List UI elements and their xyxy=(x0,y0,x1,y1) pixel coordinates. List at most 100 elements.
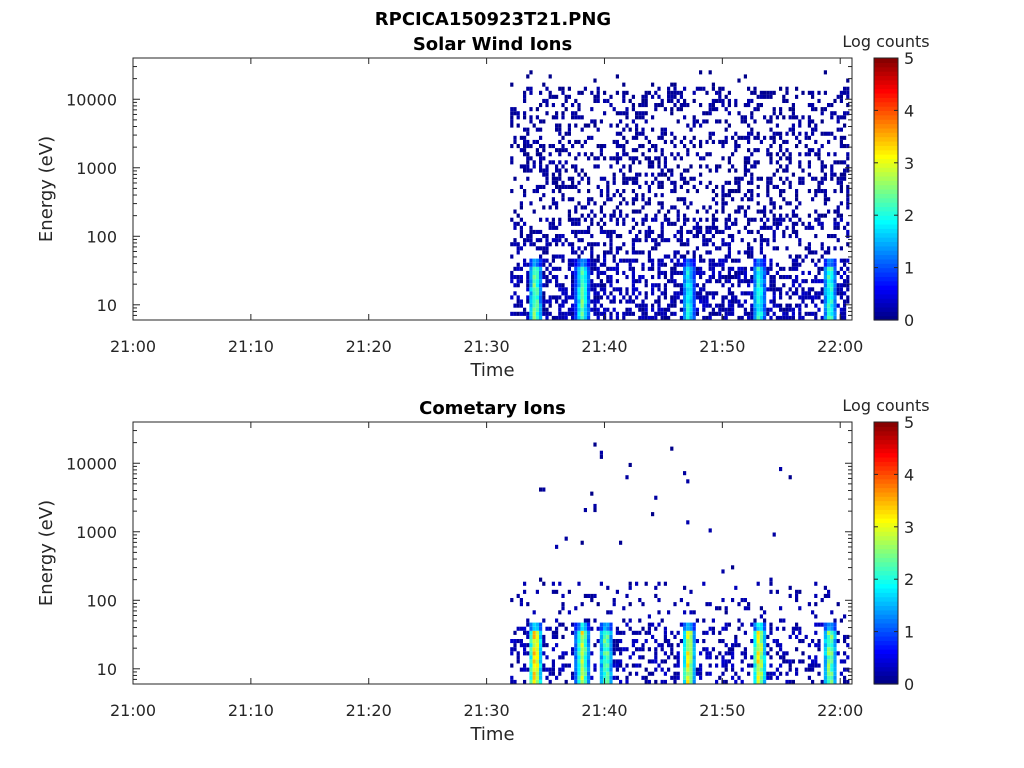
heatmap-cell xyxy=(689,622,693,627)
heatmap-cell xyxy=(759,238,763,243)
colorbar-segment xyxy=(874,315,898,321)
heatmap-cell xyxy=(532,291,536,296)
heatmap-cell xyxy=(561,86,565,91)
heatmap-cell xyxy=(529,258,533,263)
heatmap-cell xyxy=(715,217,719,222)
heatmap-cell xyxy=(747,663,751,668)
heatmap-cell xyxy=(750,275,754,280)
heatmap-cell xyxy=(631,311,635,316)
heatmap-cell xyxy=(747,86,751,91)
heatmap-cell xyxy=(583,508,587,513)
heatmap-cell xyxy=(603,262,607,267)
heatmap-cell xyxy=(596,164,600,169)
heatmap-cell xyxy=(615,659,619,664)
heatmap-cell xyxy=(795,94,799,99)
heatmap-cell xyxy=(574,291,578,296)
heatmap-cell xyxy=(561,115,565,120)
colorbar-segment xyxy=(874,97,898,103)
heatmap-cell xyxy=(526,295,530,300)
heatmap-cell xyxy=(753,675,757,680)
heatmap-cell xyxy=(683,671,687,676)
heatmap-cell xyxy=(756,643,760,648)
heatmap-cell xyxy=(814,581,818,586)
heatmap-cell xyxy=(529,144,533,149)
heatmap-cell xyxy=(551,94,555,99)
heatmap-cell xyxy=(526,74,530,79)
heatmap-cell xyxy=(689,287,693,292)
heatmap-cell xyxy=(785,168,789,173)
heatmap-cell xyxy=(596,266,600,271)
heatmap-cell xyxy=(827,131,831,136)
heatmap-cell xyxy=(750,217,754,222)
heatmap-cell xyxy=(596,86,600,91)
heatmap-cell xyxy=(577,315,581,320)
heatmap-cell xyxy=(820,287,824,292)
heatmap-cell xyxy=(657,184,661,189)
heatmap-cell xyxy=(814,139,818,144)
heatmap-cell xyxy=(670,205,674,210)
colorbar-segment xyxy=(874,285,898,291)
heatmap-cell xyxy=(721,197,725,202)
heatmap-cell xyxy=(513,135,517,140)
heatmap-cell xyxy=(519,234,523,239)
heatmap-cell xyxy=(727,90,731,95)
heatmap-cell xyxy=(759,275,763,280)
heatmap-cell xyxy=(667,307,671,312)
heatmap-cell xyxy=(622,242,626,247)
heatmap-cell xyxy=(631,176,635,181)
heatmap-cell xyxy=(599,287,603,292)
heatmap-cell xyxy=(612,266,616,271)
heatmap-cell xyxy=(743,209,747,214)
heatmap-cell xyxy=(843,299,847,304)
heatmap-cell xyxy=(651,164,655,169)
heatmap-cell xyxy=(558,581,562,586)
heatmap-cell xyxy=(590,221,594,226)
heatmap-cell xyxy=(564,148,568,153)
heatmap-cell xyxy=(587,679,591,684)
heatmap-cell xyxy=(695,667,699,672)
heatmap-cell xyxy=(689,634,693,639)
heatmap-cell xyxy=(657,270,661,275)
heatmap-cell xyxy=(622,152,626,157)
heatmap-cell xyxy=(692,647,696,652)
heatmap-cell xyxy=(833,221,837,226)
heatmap-cell xyxy=(827,209,831,214)
heatmap-cell xyxy=(535,647,539,652)
heatmap-cell xyxy=(702,315,706,320)
heatmap-cell xyxy=(545,626,549,631)
heatmap-cell xyxy=(526,275,530,280)
heatmap-cell xyxy=(657,258,661,263)
heatmap-cell xyxy=(747,131,751,136)
heatmap-cell xyxy=(779,135,783,140)
heatmap-cell xyxy=(567,127,571,132)
heatmap-cell xyxy=(686,287,690,292)
heatmap-cell xyxy=(756,148,760,153)
heatmap-cell xyxy=(542,643,546,648)
heatmap-cell xyxy=(795,144,799,149)
heatmap-cell xyxy=(724,139,728,144)
heatmap-cell xyxy=(692,663,696,668)
heatmap-cell xyxy=(686,671,690,676)
heatmap-cell xyxy=(779,295,783,300)
heatmap-cell xyxy=(676,651,680,656)
heatmap-cell xyxy=(587,229,591,234)
heatmap-cell xyxy=(523,630,527,635)
heatmap-cell xyxy=(574,111,578,116)
heatmap-cell xyxy=(571,262,575,267)
heatmap-cell xyxy=(759,270,763,275)
heatmap-cell xyxy=(759,655,763,660)
heatmap-cell xyxy=(759,643,763,648)
heatmap-cell xyxy=(628,671,632,676)
heatmap-cell xyxy=(727,250,731,255)
heatmap-cell xyxy=(846,156,850,161)
heatmap-cell xyxy=(564,663,568,668)
heatmap-cell xyxy=(711,131,715,136)
heatmap-cell xyxy=(791,107,795,112)
heatmap-cell xyxy=(555,315,559,320)
heatmap-cell xyxy=(651,180,655,185)
heatmap-cell xyxy=(561,315,565,320)
heatmap-cell xyxy=(596,626,600,631)
heatmap-cell xyxy=(596,291,600,296)
heatmap-cell xyxy=(644,234,648,239)
heatmap-cell xyxy=(539,144,543,149)
